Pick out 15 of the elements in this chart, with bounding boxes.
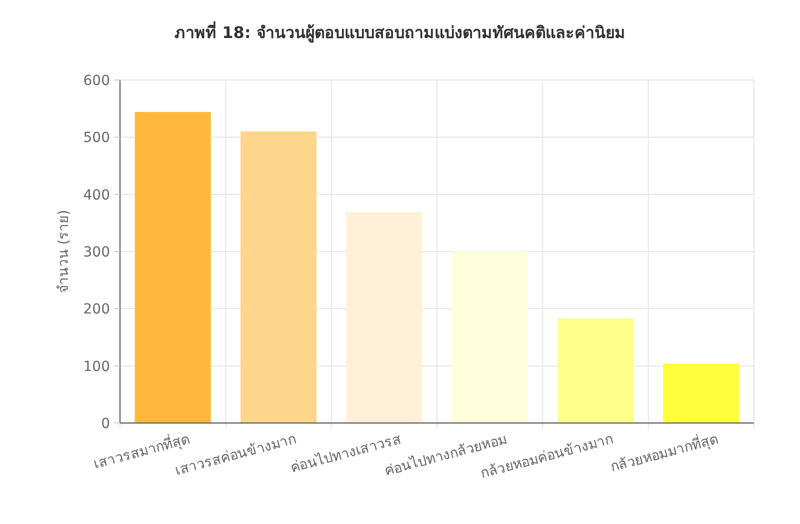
y-tick-label: 200	[83, 302, 110, 318]
y-tick-label: 300	[83, 244, 110, 260]
y-axis-title: จำนวน (ราย)	[56, 210, 72, 294]
y-tick-label: 400	[83, 187, 110, 204]
y-tick-label: 100	[83, 358, 110, 375]
bar	[240, 131, 317, 423]
y-tick-label: 500	[83, 130, 110, 146]
bar	[134, 112, 211, 423]
chart-title: ภาพที่ 18: จำนวนผู้ตอบแบบสอบถามแบ่งตามทัศนคติและค่านิยม	[174, 21, 626, 44]
bar	[557, 318, 634, 423]
y-tick-label: 0	[101, 416, 110, 432]
bar	[663, 364, 740, 423]
bar	[346, 212, 422, 423]
y-tick-label: 600	[83, 73, 110, 89]
bar	[452, 252, 528, 423]
